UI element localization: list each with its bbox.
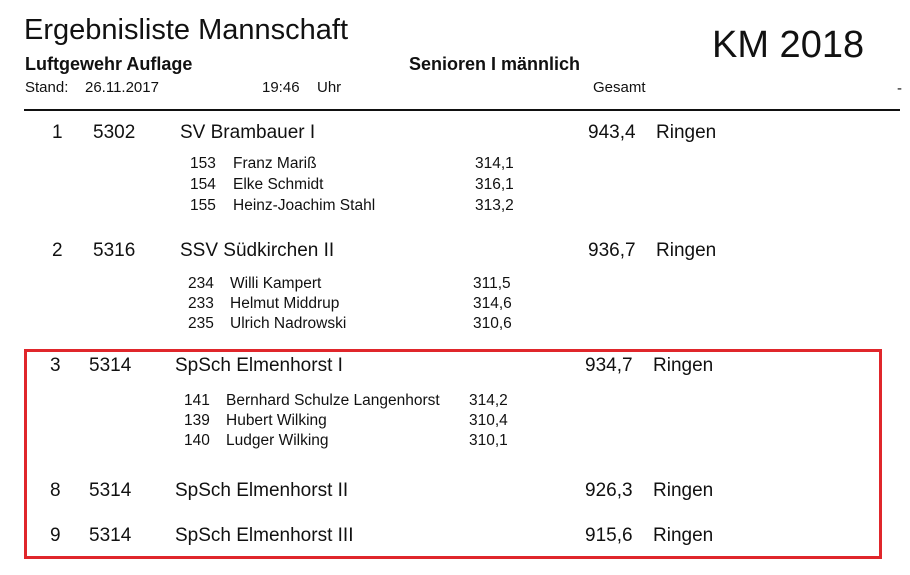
member-row: 154 Elke Schmidt 316,1 [0,176,910,196]
member-start-no: 154 [190,176,216,193]
team-club-id: 5314 [89,525,132,546]
team-name: SSV Südkirchen II [180,240,335,261]
member-row: 155 Heinz-Joachim Stahl 313,2 [0,197,910,217]
team-total: 934,7 [585,355,633,376]
team-name: SpSch Elmenhorst I [175,355,343,376]
team-rank: 8 [50,480,61,501]
member-name: Ludger Wilking [226,432,329,449]
team-name: SV Brambauer I [180,122,316,143]
member-score: 314,6 [473,295,512,312]
member-row: 141 Bernhard Schulze Langenhorst 314,2 [0,392,910,412]
team-club-id: 5316 [93,240,136,261]
member-row: 233 Helmut Middrup 314,6 [0,295,910,315]
team-total: 915,6 [585,525,633,546]
member-start-no: 140 [184,432,210,449]
report-title: Ergebnisliste Mannschaft [24,14,348,46]
team-unit: Ringen [656,240,717,261]
team-rank: 2 [52,240,63,261]
member-name: Elke Schmidt [233,176,324,193]
stand-label: Stand: [25,79,69,96]
team-unit: Ringen [653,480,714,501]
team-unit: Ringen [653,355,714,376]
team-row: 1 5302 SV Brambauer I 943,4 Ringen [0,122,910,148]
member-score: 311,5 [473,275,511,292]
team-row: 3 5314 SpSch Elmenhorst I 934,7 Ringen [0,355,910,381]
member-score: 314,1 [475,155,514,172]
team-unit: Ringen [656,122,717,143]
member-score: 310,1 [469,432,508,449]
stand-time-unit: Uhr [317,79,342,96]
member-start-no: 139 [184,412,210,429]
highlight-box [24,349,882,559]
member-start-no: 233 [188,295,214,312]
member-start-no: 234 [188,275,214,292]
member-score: 316,1 [475,176,514,193]
team-rank: 3 [50,355,61,376]
member-start-no: 155 [190,197,216,214]
team-unit: Ringen [653,525,714,546]
team-row: 2 5316 SSV Südkirchen II 936,7 Ringen [0,240,910,266]
member-row: 153 Franz Mariß 314,1 [0,155,910,175]
team-total: 936,7 [588,240,636,261]
stand-time: 19:46 [262,79,300,96]
team-club-id: 5302 [93,122,136,143]
member-name: Bernhard Schulze Langenhorst [226,392,440,409]
member-name: Helmut Middrup [230,295,340,312]
team-total: 926,3 [585,480,633,501]
member-score: 313,2 [475,197,514,214]
member-score: 310,4 [469,412,508,429]
member-start-no: 153 [190,155,216,172]
edge-mark: - [897,80,902,97]
discipline: Luftgewehr Auflage [25,54,193,74]
member-name: Ulrich Nadrowski [230,315,347,332]
team-rank: 9 [50,525,61,546]
member-start-no: 141 [184,392,210,409]
member-score: 314,2 [469,392,508,409]
member-name: Willi Kampert [230,275,322,292]
member-start-no: 235 [188,315,214,332]
member-name: Franz Mariß [233,155,317,172]
team-name: SpSch Elmenhorst III [175,525,354,546]
member-name: Hubert Wilking [226,412,327,429]
team-row: 9 5314 SpSch Elmenhorst III 915,6 Ringen [0,525,910,551]
team-name: SpSch Elmenhorst II [175,480,349,501]
class-name: Senioren I männlich [409,54,581,74]
total-column-header: Gesamt [593,79,646,96]
member-row: 234 Willi Kampert 311,5 [0,275,910,295]
team-club-id: 5314 [89,480,132,501]
team-rank: 1 [52,122,63,143]
member-score: 310,6 [473,315,512,332]
member-name: Heinz-Joachim Stahl [233,197,376,214]
team-row: 8 5314 SpSch Elmenhorst II 926,3 Ringen [0,480,910,506]
stand-date: 26.11.2017 [85,79,159,96]
member-row: 235 Ulrich Nadrowski 310,6 [0,315,910,335]
team-total: 943,4 [588,122,636,143]
member-row: 140 Ludger Wilking 310,1 [0,432,910,452]
header-rule [24,109,900,111]
member-row: 139 Hubert Wilking 310,4 [0,412,910,432]
team-club-id: 5314 [89,355,132,376]
event-name: KM 2018 [712,24,865,66]
